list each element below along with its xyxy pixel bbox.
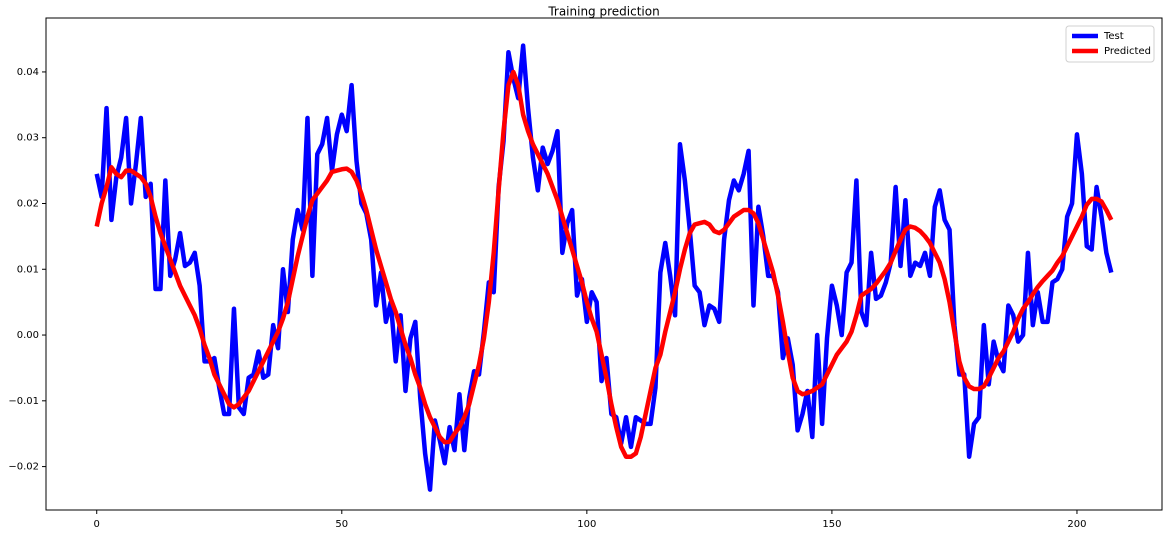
x-tick-label: 100 [577, 519, 596, 530]
legend-label: Test [1103, 31, 1124, 42]
x-tick-label: 200 [1067, 519, 1086, 530]
x-tick-label: 0 [94, 519, 100, 530]
axes-frame [45, 17, 1163, 511]
y-tick-label: 0.03 [17, 133, 39, 144]
x-tick-label: 50 [335, 519, 348, 530]
y-tick-label: −0.02 [8, 462, 39, 473]
y-tick-label: 0.01 [17, 264, 39, 275]
x-tick-label: 150 [822, 519, 841, 530]
chart-title: Training prediction [547, 5, 659, 19]
y-tick-label: 0.04 [17, 67, 39, 78]
y-tick-label: 0.02 [17, 198, 39, 209]
legend-label: Predicted [1104, 46, 1151, 57]
y-tick-label: 0.00 [17, 330, 39, 341]
series-line [94, 69, 1114, 459]
y-tick-label: −0.01 [8, 396, 39, 407]
